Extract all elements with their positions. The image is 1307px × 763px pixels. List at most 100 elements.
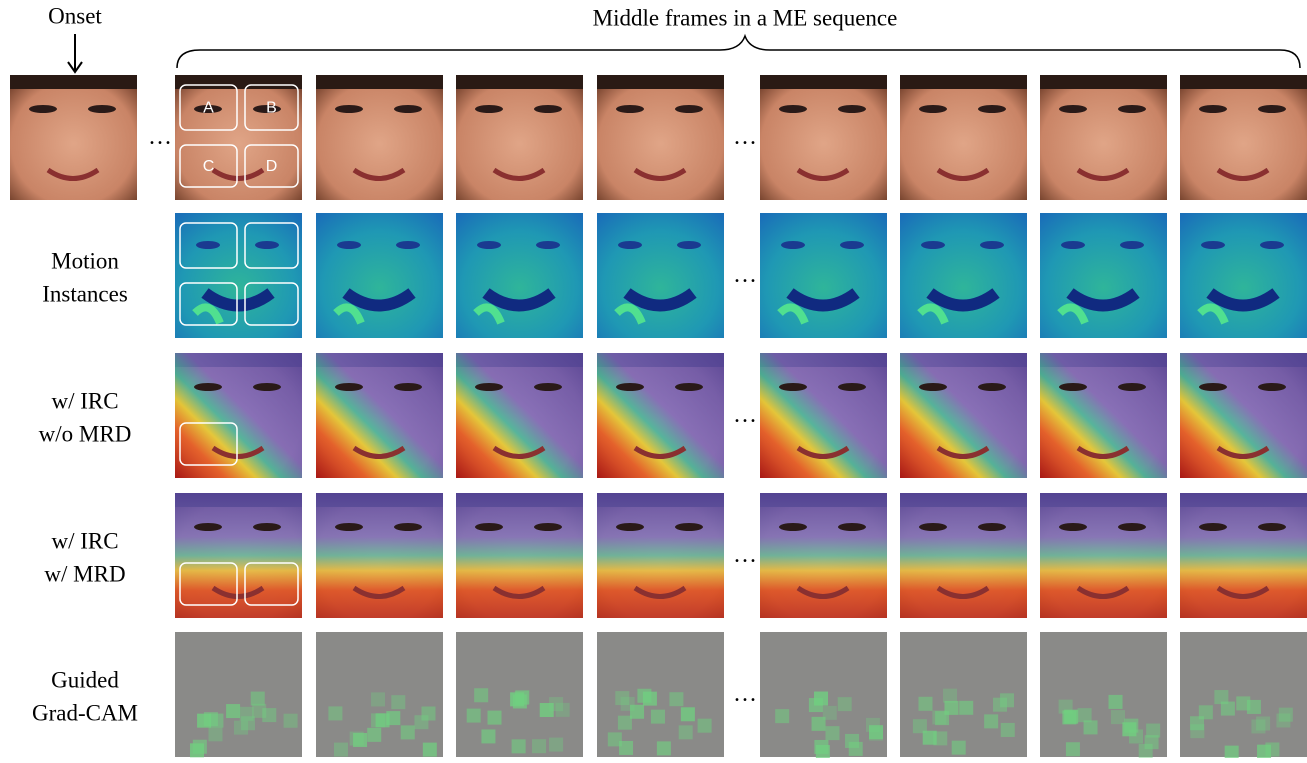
eye	[1260, 241, 1284, 249]
eye	[919, 383, 947, 391]
patch	[226, 704, 240, 718]
eye	[396, 241, 420, 249]
row-label: Motion	[51, 248, 119, 273]
image-tile	[1180, 75, 1307, 200]
image-tile	[900, 353, 1027, 478]
row-label: w/ MRD	[44, 561, 125, 586]
region-label: D	[266, 158, 278, 175]
image-tile	[456, 632, 583, 757]
eye	[838, 105, 866, 113]
patch	[512, 739, 526, 753]
image-tile	[760, 353, 887, 478]
patch	[284, 714, 298, 728]
patch	[945, 701, 959, 715]
row-label: w/ IRC	[51, 388, 118, 413]
eye	[675, 105, 703, 113]
flow	[760, 213, 887, 338]
patch	[932, 710, 946, 724]
ellipsis: ···	[733, 131, 757, 157]
patch	[1109, 695, 1123, 709]
eye	[394, 523, 422, 531]
patch	[262, 708, 276, 722]
image-tile	[316, 75, 443, 200]
eye	[921, 241, 945, 249]
patch	[1190, 724, 1204, 738]
patch	[825, 726, 839, 740]
eye	[781, 241, 805, 249]
patch	[367, 728, 381, 742]
flow	[316, 213, 443, 338]
image-tile	[597, 493, 724, 618]
eye	[675, 523, 703, 531]
ellipsis: ···	[733, 549, 757, 575]
patch	[681, 707, 695, 721]
patch	[240, 707, 254, 721]
patch	[515, 691, 529, 705]
patch	[549, 697, 563, 711]
patch	[952, 741, 966, 755]
patch	[679, 725, 693, 739]
patch	[1257, 745, 1271, 758]
row-label: w/ IRC	[51, 528, 118, 553]
brace	[177, 36, 1300, 68]
image-tile	[1040, 75, 1167, 200]
image-tile	[10, 75, 137, 200]
patch	[1064, 710, 1078, 724]
eye	[194, 383, 222, 391]
eye	[779, 383, 807, 391]
patch	[651, 710, 665, 724]
image-tile	[597, 632, 724, 757]
patch	[334, 743, 348, 757]
ellipsis: ···	[733, 269, 757, 295]
heatmap	[597, 353, 724, 478]
hair	[760, 75, 887, 89]
image-tile	[597, 213, 724, 338]
patch	[618, 716, 632, 730]
eye	[1199, 383, 1227, 391]
heatmap	[316, 353, 443, 478]
saliency	[1180, 632, 1307, 757]
eye	[196, 241, 220, 249]
image-tile	[316, 632, 443, 757]
heatmap	[456, 493, 583, 618]
eye	[335, 523, 363, 531]
skin	[175, 75, 302, 200]
heatmap	[175, 493, 302, 618]
eye	[253, 523, 281, 531]
image-tile	[1180, 353, 1307, 478]
eye	[618, 241, 642, 249]
patch	[615, 691, 629, 705]
eye	[88, 105, 116, 113]
patch	[1124, 719, 1138, 733]
eye	[919, 523, 947, 531]
skin	[10, 75, 137, 200]
patch	[353, 733, 367, 747]
row-label: Guided	[51, 667, 119, 692]
eye	[1118, 523, 1146, 531]
patch	[401, 725, 415, 739]
patch	[669, 692, 683, 706]
eye	[840, 241, 864, 249]
eye	[477, 241, 501, 249]
patch	[371, 713, 385, 727]
patch	[1256, 716, 1270, 730]
image-tile	[900, 493, 1027, 618]
image-tile	[1180, 493, 1307, 618]
eye	[1120, 241, 1144, 249]
image-tile	[316, 213, 443, 338]
patch	[467, 709, 481, 723]
image-tile	[900, 213, 1027, 338]
heatmap	[760, 353, 887, 478]
patch	[943, 689, 957, 703]
patch	[1247, 700, 1261, 714]
flow	[597, 213, 724, 338]
eye	[1118, 383, 1146, 391]
patch	[328, 706, 342, 720]
heatmap	[316, 493, 443, 618]
image-tile	[316, 353, 443, 478]
eye	[677, 241, 701, 249]
image-tile	[1040, 493, 1167, 618]
heatmap	[760, 493, 887, 618]
skin	[597, 75, 724, 200]
patch	[775, 709, 789, 723]
